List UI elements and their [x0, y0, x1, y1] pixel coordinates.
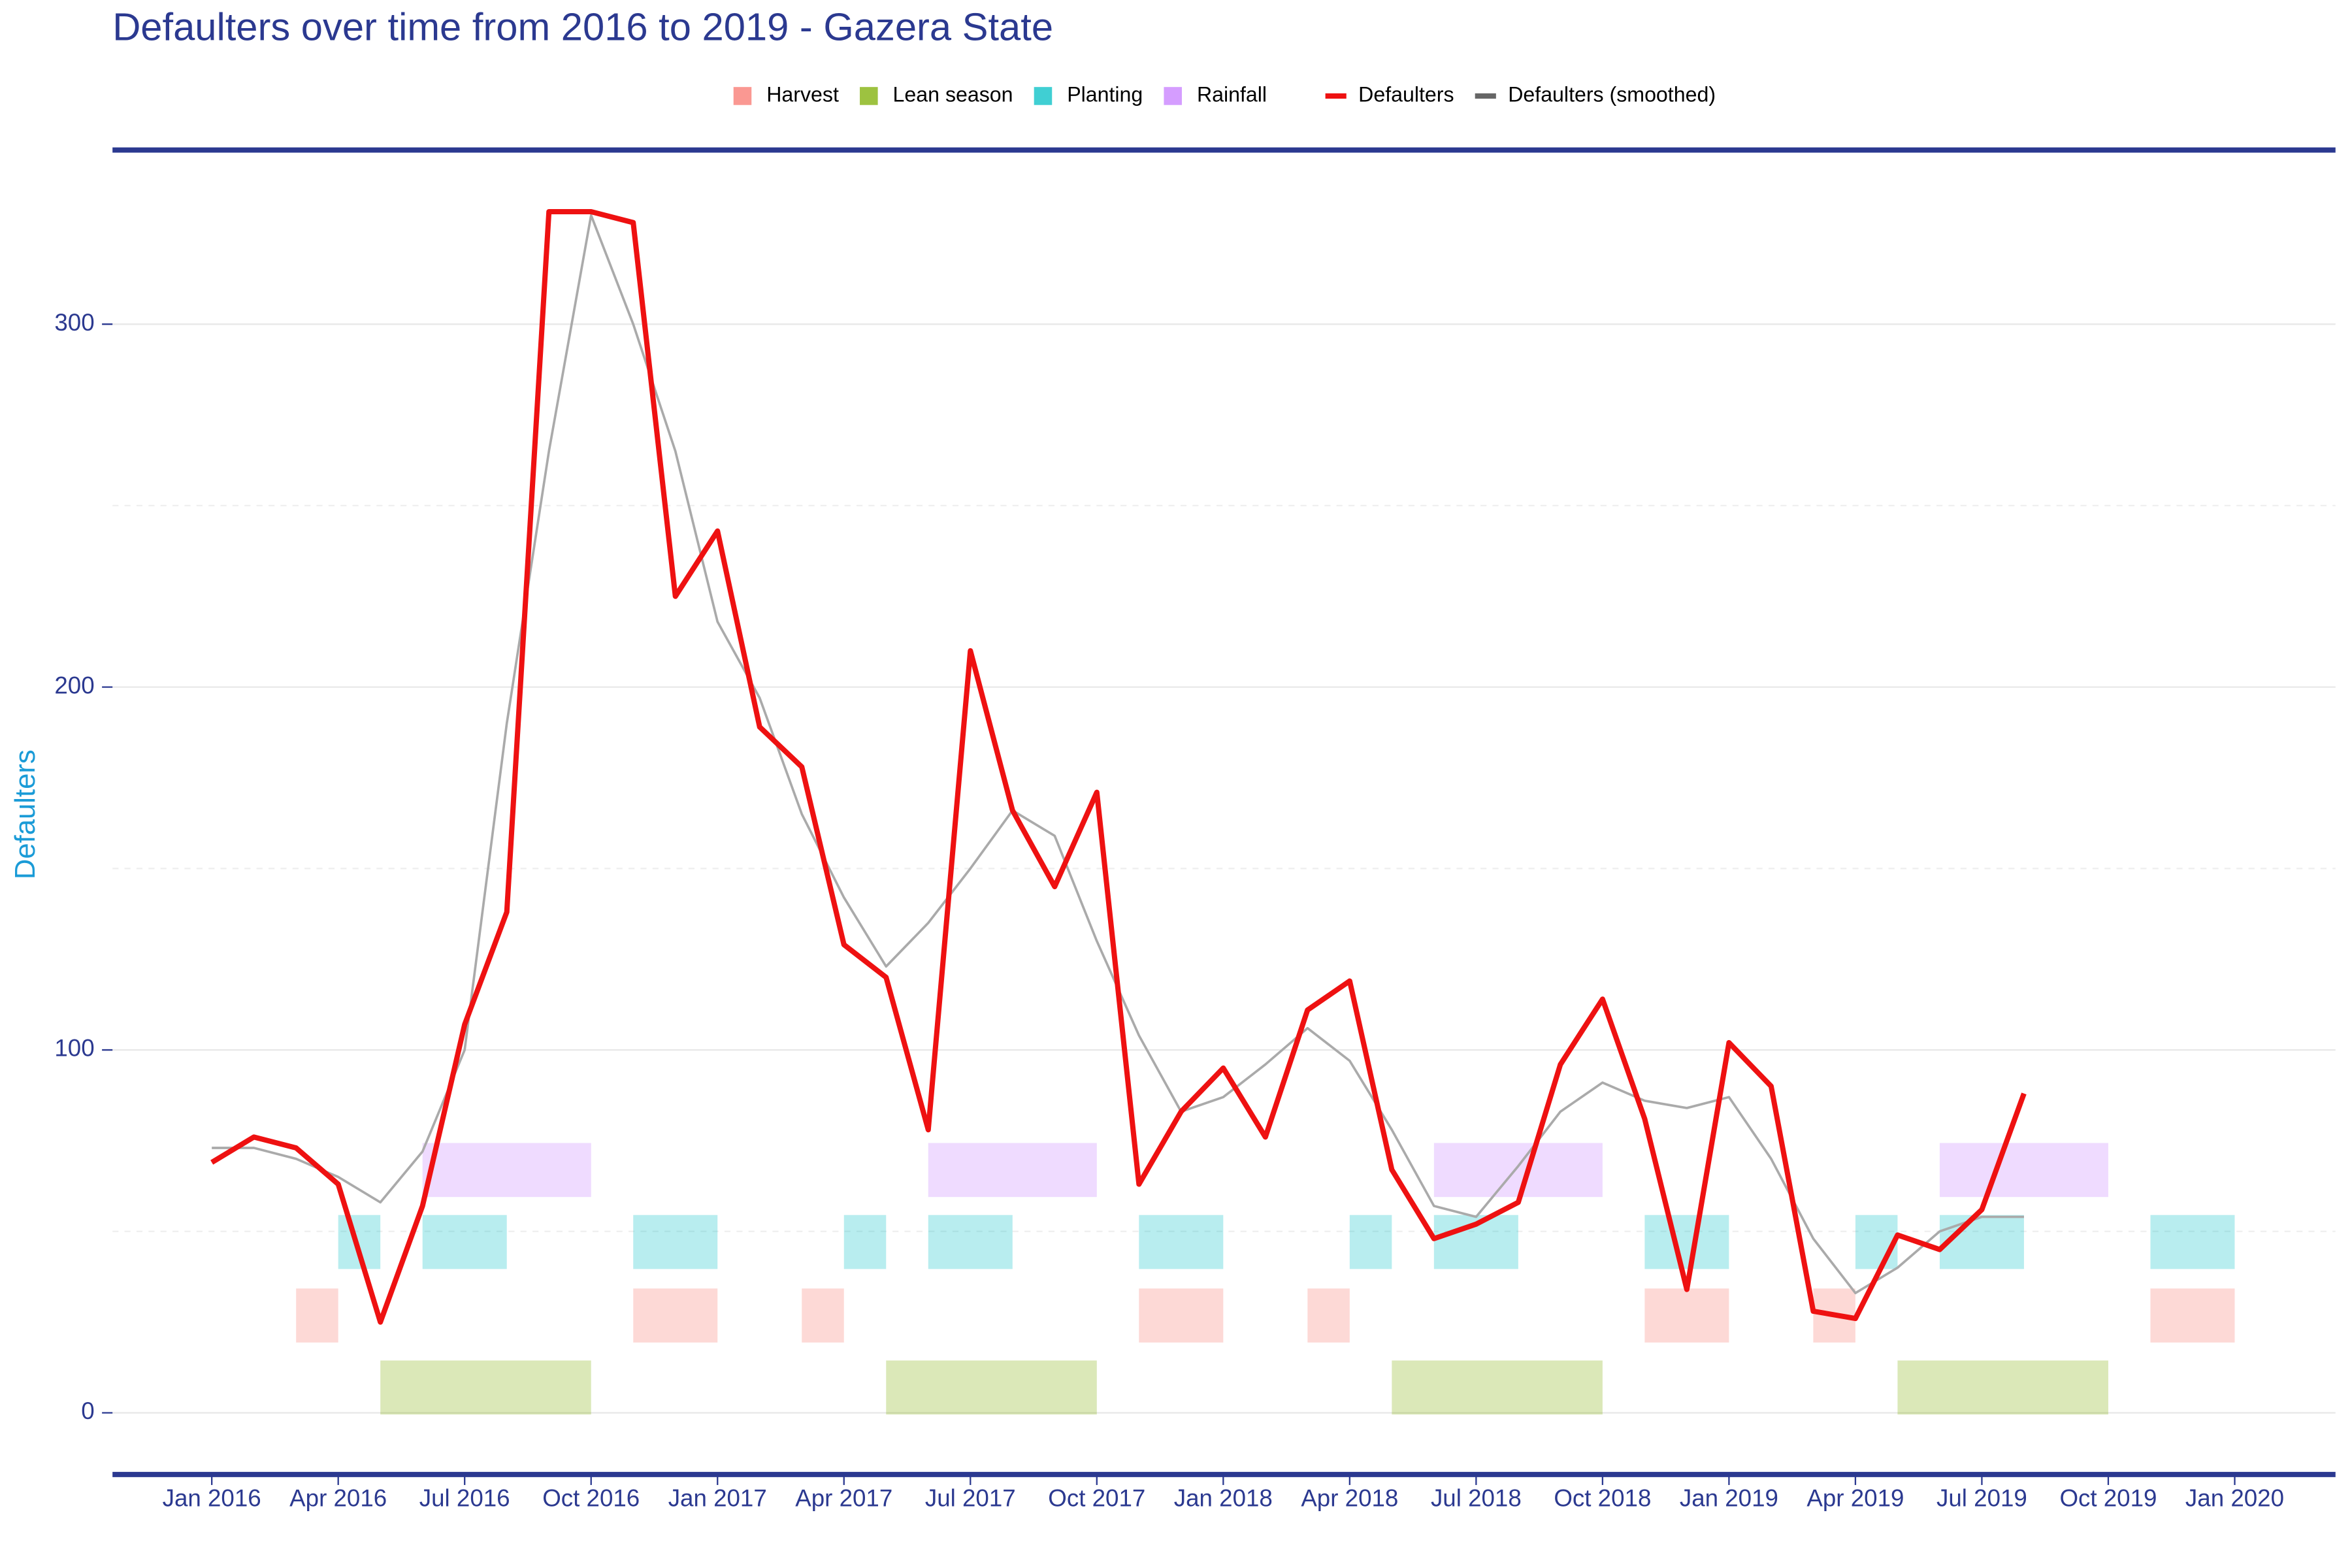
- x-tick-label: Jan 2020: [2185, 1485, 2284, 1512]
- season-band: [928, 1215, 1013, 1269]
- season-band: [1139, 1288, 1224, 1343]
- season-band: [2150, 1288, 2235, 1343]
- chart-title: Defaulters over time from 2016 to 2019 -…: [112, 5, 1053, 49]
- season-band: [1392, 1360, 1603, 1415]
- season-band: [928, 1143, 1097, 1198]
- x-tick-label: Jul 2017: [925, 1485, 1016, 1512]
- season-band: [886, 1360, 1097, 1415]
- season-band: [1644, 1215, 1729, 1269]
- season-band: [802, 1288, 844, 1343]
- legend-label: Defaulters (smoothed): [1508, 82, 1716, 106]
- legend-label: Rainfall: [1197, 82, 1267, 106]
- legend-swatch: [1164, 87, 1182, 105]
- x-tick-label: Jul 2016: [419, 1485, 510, 1512]
- legend-label: Harvest: [766, 82, 839, 106]
- season-band: [296, 1288, 338, 1343]
- x-tick-label: Jan 2017: [668, 1485, 767, 1512]
- x-tick-label: Jan 2016: [163, 1485, 261, 1512]
- y-tick-label: 200: [54, 672, 94, 698]
- legend-label: Lean season: [893, 82, 1013, 106]
- y-tick-label: 300: [54, 309, 94, 336]
- series-line: [212, 214, 2024, 1295]
- season-band: [380, 1360, 591, 1415]
- season-band: [1939, 1215, 2024, 1269]
- season-band: [633, 1215, 718, 1269]
- legend-swatch: [733, 87, 752, 105]
- y-tick-label: 0: [81, 1397, 94, 1424]
- y-axis-label: Defaulters: [10, 749, 41, 879]
- legend-swatch: [1034, 87, 1053, 105]
- season-band: [2150, 1215, 2235, 1269]
- x-tick-label: Oct 2018: [1554, 1485, 1651, 1512]
- season-band: [1349, 1215, 1392, 1269]
- x-tick-label: Apr 2018: [1301, 1485, 1398, 1512]
- x-tick-label: Jul 2018: [1431, 1485, 1522, 1512]
- season-band: [1855, 1215, 1898, 1269]
- legend-label: Defaulters: [1358, 82, 1454, 106]
- season-band: [633, 1288, 718, 1343]
- x-tick-label: Jan 2019: [1680, 1485, 1778, 1512]
- x-tick-label: Oct 2017: [1048, 1485, 1145, 1512]
- legend-label: Planting: [1067, 82, 1143, 106]
- x-tick-label: Oct 2019: [2059, 1485, 2157, 1512]
- y-tick-label: 100: [54, 1035, 94, 1062]
- season-band: [1897, 1360, 2108, 1415]
- x-tick-label: Apr 2016: [289, 1485, 387, 1512]
- series-line: [210, 208, 2027, 1325]
- legend-swatch: [860, 87, 878, 105]
- x-tick-label: Oct 2016: [542, 1485, 640, 1512]
- x-tick-label: Jan 2018: [1174, 1485, 1273, 1512]
- season-band: [422, 1143, 591, 1198]
- x-tick-label: Jul 2019: [1936, 1485, 2027, 1512]
- season-band: [422, 1215, 507, 1269]
- season-band: [1433, 1143, 1603, 1198]
- season-band: [1139, 1215, 1224, 1269]
- x-tick-label: Apr 2017: [795, 1485, 892, 1512]
- x-tick-label: Apr 2019: [1806, 1485, 1904, 1512]
- season-band: [843, 1215, 887, 1269]
- season-band: [1939, 1143, 2108, 1198]
- season-band: [1644, 1288, 1729, 1343]
- season-band: [1307, 1288, 1350, 1343]
